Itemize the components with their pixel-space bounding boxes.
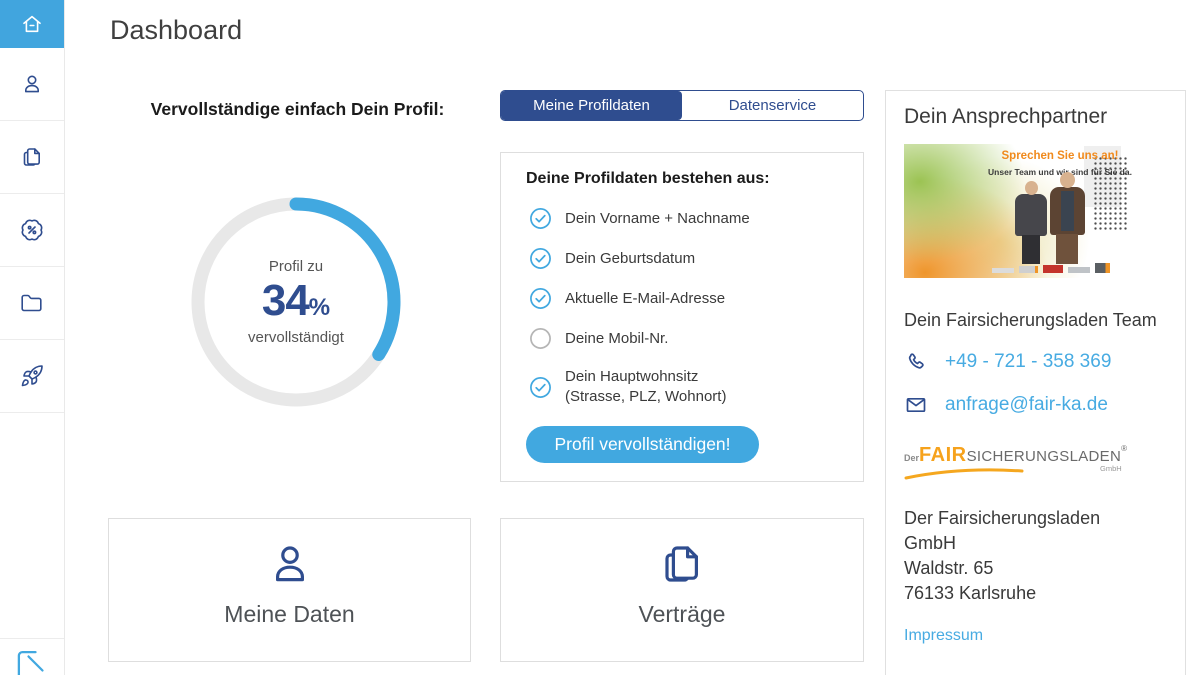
sidebar-item-home[interactable] <box>0 0 64 48</box>
sidebar-item-boost[interactable] <box>0 340 64 413</box>
sidebar <box>0 0 65 675</box>
brand-logo: DerFAIRSICHERUNGSLADEN® GmbH <box>904 444 1167 488</box>
sidebar-item-profile[interactable] <box>0 48 64 121</box>
shortcut-vertraege[interactable]: Verträge <box>500 518 864 662</box>
banner-headline: Sprechen Sie uns an! <box>1001 150 1119 162</box>
checklist-title: Deine Profildaten bestehen aus: <box>526 170 770 187</box>
shortcut-label: Verträge <box>638 601 726 627</box>
progress-arc <box>289 197 401 362</box>
sidebar-item-contracts[interactable] <box>0 121 64 194</box>
contact-card: Dein Ansprechpartner Sprechen Sie uns an… <box>885 90 1186 675</box>
team-line: Dein Fairsicherungsladen Team <box>904 310 1157 330</box>
tab-datenservice[interactable]: Datenservice <box>728 97 817 114</box>
impressum-link[interactable]: Impressum <box>904 627 984 644</box>
email-address[interactable]: anfrage@fair-ka.de <box>945 394 1108 415</box>
radio-unchecked-icon <box>530 328 551 349</box>
company-address: Der Fairsicherungsladen GmbH Waldstr. 65… <box>904 506 1167 606</box>
brand-logo-reg: ® <box>1121 444 1128 453</box>
check-circle-icon <box>530 288 551 309</box>
checklist-item: Dein Vorname + Nachname <box>529 207 750 230</box>
brand-logo-gmbh: GmbH <box>1100 464 1122 473</box>
check-circle-icon <box>530 248 551 269</box>
progress-percent-number: 34 <box>261 276 310 325</box>
mail-icon <box>906 397 926 413</box>
checklist-item-label: Dein Hauptwohnsitz (Strasse, PLZ, Wohnort… <box>565 368 727 405</box>
dot-grid-pattern <box>1093 156 1129 230</box>
sidebar-footer <box>0 638 64 675</box>
progress-label-top: Profil zu <box>268 258 324 275</box>
banner-subline: Unser Team und wir sind für Sie da. <box>988 167 1132 177</box>
percent-badge-icon <box>21 219 43 241</box>
sidebar-item-offers[interactable] <box>0 194 64 267</box>
address-line: GmbH <box>904 533 957 553</box>
checklist-item-label: Deine Mobil-Nr. <box>565 329 669 347</box>
partner-logos <box>992 263 1110 273</box>
check-circle-icon <box>530 376 551 398</box>
complete-profile-button[interactable]: Profil vervollständigen! <box>526 426 759 463</box>
email-link[interactable]: anfrage@fair-ka.de <box>904 393 1167 417</box>
checklist-item-label: Dein Vorname + Nachname <box>565 209 750 227</box>
brand-swoosh <box>904 468 1024 480</box>
address-line: 76133 Karlsruhe <box>904 583 1037 603</box>
profile-progress-donut: Profil zu 34% vervollständigt <box>189 195 403 409</box>
documents-icon <box>665 546 698 582</box>
brand-logo-fair: FAIR <box>919 444 967 466</box>
checklist-item-label: Aktuelle E-Mail-Adresse <box>565 289 726 307</box>
user-icon <box>275 546 304 582</box>
shortcut-label: Meine Daten <box>224 601 355 627</box>
profile-heading: Vervollständige einfach Dein Profil: <box>150 99 445 119</box>
brand-logo-prefix: Der <box>904 453 920 463</box>
team-banner-image: Sprechen Sie uns an! Unser Team und wir … <box>904 144 1167 278</box>
checklist-item: Dein Hauptwohnsitz (Strasse, PLZ, Wohnort… <box>529 367 726 407</box>
documents-icon <box>23 148 40 166</box>
rocket-icon <box>21 365 43 387</box>
user-icon <box>25 75 39 93</box>
logout-icon[interactable] <box>11 646 53 675</box>
profile-tabs: Meine Profildaten Datenservice <box>500 90 864 121</box>
progress-center-text: Profil zu 34% vervollständigt <box>189 195 403 409</box>
folder-icon <box>21 294 42 312</box>
team-photo <box>1004 172 1096 266</box>
home-icon <box>23 15 41 33</box>
sidebar-item-files[interactable] <box>0 267 64 340</box>
phone-icon <box>908 353 924 369</box>
progress-percent: 34% <box>262 279 330 323</box>
progress-ring <box>191 197 401 407</box>
checklist-item: Aktuelle E-Mail-Adresse <box>529 287 725 310</box>
profile-data-card: Deine Profildaten bestehen aus: Dein Vor… <box>500 152 864 482</box>
progress-label-bottom: vervollständigt <box>248 329 344 346</box>
address-line: Der Fairsicherungsladen <box>904 508 1101 528</box>
tab-meine-profildaten[interactable]: Meine Profildaten <box>501 91 682 120</box>
page-title: Dashboard <box>110 15 243 45</box>
checklist-item: Dein Geburtsdatum <box>529 247 695 270</box>
brand-logo-rest: SICHERUNGSLADEN <box>966 448 1122 465</box>
checklist-item-label: Dein Geburtsdatum <box>565 249 696 267</box>
progress-percent-sign: % <box>308 294 331 321</box>
checklist-item: Deine Mobil-Nr. <box>529 327 668 350</box>
phone-number[interactable]: +49 - 721 - 358 369 <box>945 351 1112 372</box>
contact-heading: Dein Ansprechpartner <box>904 105 1108 128</box>
check-circle-icon <box>530 208 551 229</box>
address-line: Waldstr. 65 <box>904 558 994 578</box>
phone-link[interactable]: +49 - 721 - 358 369 <box>904 350 1167 374</box>
shortcut-meine-daten[interactable]: Meine Daten <box>108 518 471 662</box>
